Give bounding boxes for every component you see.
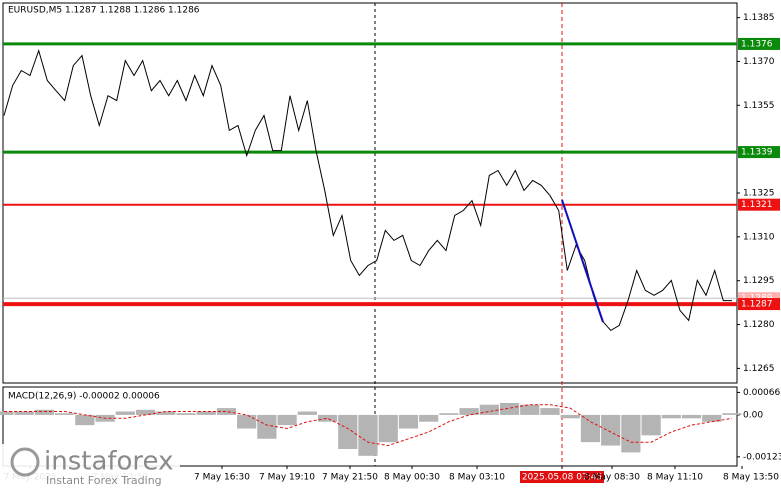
tagline: Instant Forex Trading (46, 474, 162, 487)
macd-bar (216, 408, 237, 415)
time-marker-box (520, 471, 604, 483)
macd-bar (520, 404, 540, 415)
trend-annotation (561, 199, 604, 323)
macd-bar (75, 414, 95, 426)
x-tick-label: 7 May 16:30 (194, 473, 250, 483)
logo-icon (10, 447, 40, 477)
macd-bar (499, 402, 520, 415)
macd-bar (358, 414, 378, 456)
macd-bar (297, 411, 317, 415)
y-tick-label: 1.1265 (743, 364, 775, 374)
macd-bar (641, 414, 661, 436)
plot-layer: 1.1385 1.1370 1.1355 1.1325 1.1310 1.1295 1.12… (0, 13, 781, 483)
macd-bar (0, 411, 14, 415)
macd-bar (540, 408, 560, 415)
level-label: 1.1376 (741, 39, 773, 49)
macd-y-tick-label: 0.00 (743, 410, 763, 420)
macd-bar (621, 414, 641, 453)
macd-bar (560, 414, 580, 419)
macd-bar (398, 414, 419, 429)
price-panel (2, 2, 738, 384)
macd-bar (14, 411, 34, 415)
x-tick-label: 8 May 13:50 (723, 473, 779, 483)
x-tick-label: 8 May 00:30 (384, 473, 440, 483)
macd-bar (580, 414, 601, 443)
macd-bar (419, 414, 439, 422)
macd-bar (196, 411, 216, 415)
brand: instaforex (44, 447, 173, 477)
macd-bar (439, 413, 459, 415)
macd-title: MACD(12,26,9) -0.00002 0.00006 (8, 392, 160, 402)
level-box (738, 146, 780, 159)
watermark: instaforex Instant Forex Trading (2, 444, 180, 488)
macd-bar (338, 414, 358, 449)
macd-bar (277, 414, 297, 426)
macd-bar (115, 411, 135, 415)
y-tick-label: 1.1325 (743, 189, 775, 199)
level-box (738, 198, 780, 211)
y-tick-label: 1.1280 (743, 320, 775, 330)
macd-signal (4, 404, 733, 447)
y-tick-label: 1.1355 (743, 101, 775, 111)
level-label: 1.1287 (741, 300, 773, 310)
macd-bar (459, 408, 479, 415)
x-tick-label: 8 May 11:10 (647, 473, 703, 483)
x-tick-label: 7 May 21:50 (322, 473, 378, 483)
x-tick-label: 2025.05.08 07:45 (522, 473, 602, 483)
y-tick-label: 1.1310 (743, 232, 775, 242)
level-label: 1.1321 (741, 200, 773, 210)
macd-bar (722, 413, 742, 415)
macd-bar (378, 414, 398, 443)
macd-bar (479, 404, 499, 415)
x-tick-label: 8 May 08:30 (584, 473, 640, 483)
macd-bar (702, 414, 722, 422)
x-tick-label: 8 May 03:10 (449, 473, 505, 483)
macd-y-tick-label: 0.00066 (743, 388, 780, 398)
macd-bar (237, 414, 257, 429)
y-tick-label: 1.1370 (743, 57, 775, 67)
macd-bar (661, 414, 681, 419)
macd-bar (176, 413, 196, 415)
macd-bar (34, 409, 55, 415)
level-label: 1.1339 (741, 148, 773, 158)
macd-bar (601, 414, 621, 446)
macd-bar (156, 411, 176, 415)
macd-bar (135, 409, 156, 415)
macd-bar (681, 414, 702, 419)
macd-bar (55, 413, 75, 415)
macd-bar (317, 414, 338, 422)
y-tick-label: 1.1295 (743, 276, 775, 286)
level-box (738, 37, 780, 50)
macd-y-tick-label: -0.00123 (743, 452, 781, 462)
x-tick-label: 7 May 19:10 (259, 473, 315, 483)
level-box (738, 298, 780, 311)
macd-bar (257, 414, 277, 439)
price-line (3, 48, 732, 332)
chart-title: EURUSD,M5 1.1287 1.1288 1.1286 1.1286 (8, 6, 200, 16)
y-tick-label: 1.1385 (743, 13, 775, 23)
